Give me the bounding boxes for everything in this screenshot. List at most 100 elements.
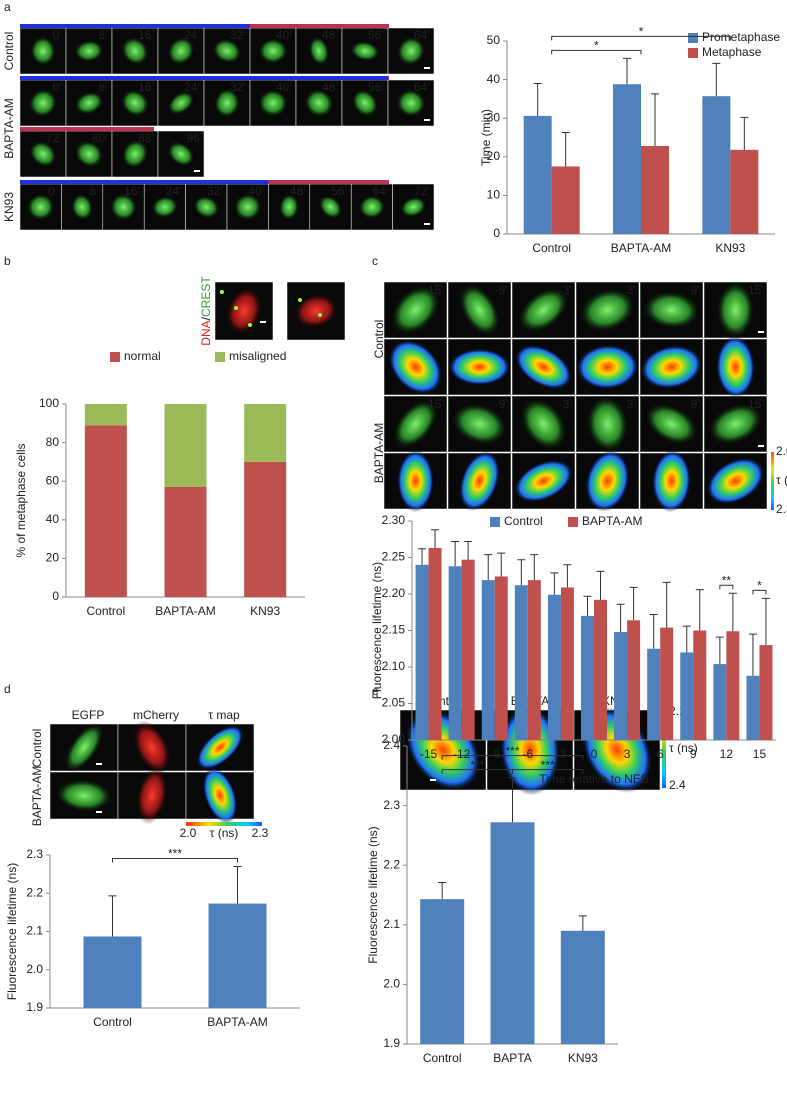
significance-bracket xyxy=(551,49,642,55)
colorbar xyxy=(186,822,262,826)
legend-label: Control xyxy=(504,514,543,528)
legend-swatch xyxy=(688,48,698,58)
bar xyxy=(84,404,127,426)
bar xyxy=(164,404,207,487)
bar xyxy=(208,903,267,1008)
cell xyxy=(26,193,55,221)
bar xyxy=(490,822,535,1044)
cell xyxy=(151,195,179,219)
bar xyxy=(730,149,759,234)
legend-label: Prometaphase xyxy=(702,30,780,44)
y-tick-label: 2.0 xyxy=(26,962,43,976)
legend-swatch xyxy=(490,517,500,527)
time-label: 72’ xyxy=(414,184,430,198)
panel-letter: e xyxy=(372,684,379,698)
row-label: BAPTA-AM xyxy=(2,98,16,158)
bar xyxy=(244,461,287,597)
cell xyxy=(109,193,138,221)
y-tick-label: 0 xyxy=(493,226,500,240)
y-tick-label: 2.1 xyxy=(26,924,43,938)
cell xyxy=(586,395,629,453)
time-label: -15’ xyxy=(424,283,444,297)
bar xyxy=(244,404,287,462)
y-tick-label: 2.30 xyxy=(382,513,406,527)
error-bar xyxy=(740,116,749,150)
cell xyxy=(451,402,508,446)
cell xyxy=(308,36,330,66)
y-tick-label: 40 xyxy=(46,512,60,526)
colorbar-label: 2.0 xyxy=(180,826,197,840)
panel-letter: b xyxy=(4,254,11,268)
panel-letter: a xyxy=(4,0,11,14)
cell xyxy=(63,722,105,773)
y-tick-label: 40 xyxy=(487,72,501,86)
y-tick-label: 2.3 xyxy=(383,798,400,812)
time-label: 64’ xyxy=(414,28,430,42)
y-tick-label: 50 xyxy=(487,33,501,47)
time-label: -3’ xyxy=(559,283,572,297)
time-label: 56’ xyxy=(368,28,384,42)
bar xyxy=(594,599,607,740)
cell xyxy=(29,140,57,168)
legend-swatch xyxy=(215,352,225,362)
significance-label: * xyxy=(594,39,599,53)
error-bar xyxy=(583,595,592,616)
error-bar xyxy=(748,633,757,676)
error-bar xyxy=(108,895,117,937)
significance-bracket xyxy=(112,857,238,863)
bar xyxy=(759,645,773,740)
time-label: 24’ xyxy=(184,28,200,42)
bar xyxy=(84,425,127,597)
y-tick-label: 2.20 xyxy=(382,586,406,600)
cell xyxy=(74,91,104,115)
time-label: 9’ xyxy=(691,283,700,297)
bar xyxy=(713,664,727,740)
bar xyxy=(494,576,508,740)
time-label: 88’ xyxy=(138,131,154,145)
time-label: 0’ xyxy=(53,80,62,94)
time-label: -15’ xyxy=(424,397,444,411)
cell xyxy=(212,38,242,64)
kinetochore xyxy=(318,313,322,317)
error-bar xyxy=(533,82,542,116)
significance-label: *** xyxy=(505,744,519,758)
y-tick-label: 2.1 xyxy=(383,917,400,931)
time-label: 16’ xyxy=(138,80,154,94)
bar xyxy=(523,115,552,234)
cell xyxy=(585,450,630,512)
bar xyxy=(448,566,462,740)
time-label: 64’ xyxy=(414,80,430,94)
cell xyxy=(716,280,755,340)
column-header: mCherry xyxy=(133,708,179,722)
bar xyxy=(680,652,694,740)
cell xyxy=(706,457,765,505)
legend-swatch xyxy=(110,352,120,362)
error-bar xyxy=(233,865,242,904)
cell xyxy=(458,283,501,337)
cell xyxy=(73,39,105,63)
y-tick-label: 2.4 xyxy=(383,738,400,752)
significance-label: *** xyxy=(470,758,484,772)
y-tick-label: 20 xyxy=(46,551,60,565)
time-label: 0’ xyxy=(53,28,62,42)
y-tick-label: 2.25 xyxy=(382,550,406,564)
y-tick-label: 2.10 xyxy=(382,659,406,673)
y-tick-label: 1.9 xyxy=(383,1036,400,1050)
bar xyxy=(641,145,669,234)
significance-bracket xyxy=(719,584,734,590)
phase-bar xyxy=(250,24,389,28)
cell xyxy=(351,88,379,118)
phase-bar xyxy=(268,180,389,184)
y-tick-label: 2.3 xyxy=(26,847,43,861)
colorbar-label: 2.3 xyxy=(252,826,269,840)
significance-bracket xyxy=(752,589,767,595)
cell xyxy=(293,293,339,329)
panel-letter: d xyxy=(4,682,11,696)
phase-bar xyxy=(20,76,388,80)
kinetochore xyxy=(298,298,302,302)
time-label: 24’ xyxy=(166,184,182,198)
cell xyxy=(579,287,636,333)
error-bar xyxy=(508,777,517,823)
error-bar xyxy=(438,881,447,900)
